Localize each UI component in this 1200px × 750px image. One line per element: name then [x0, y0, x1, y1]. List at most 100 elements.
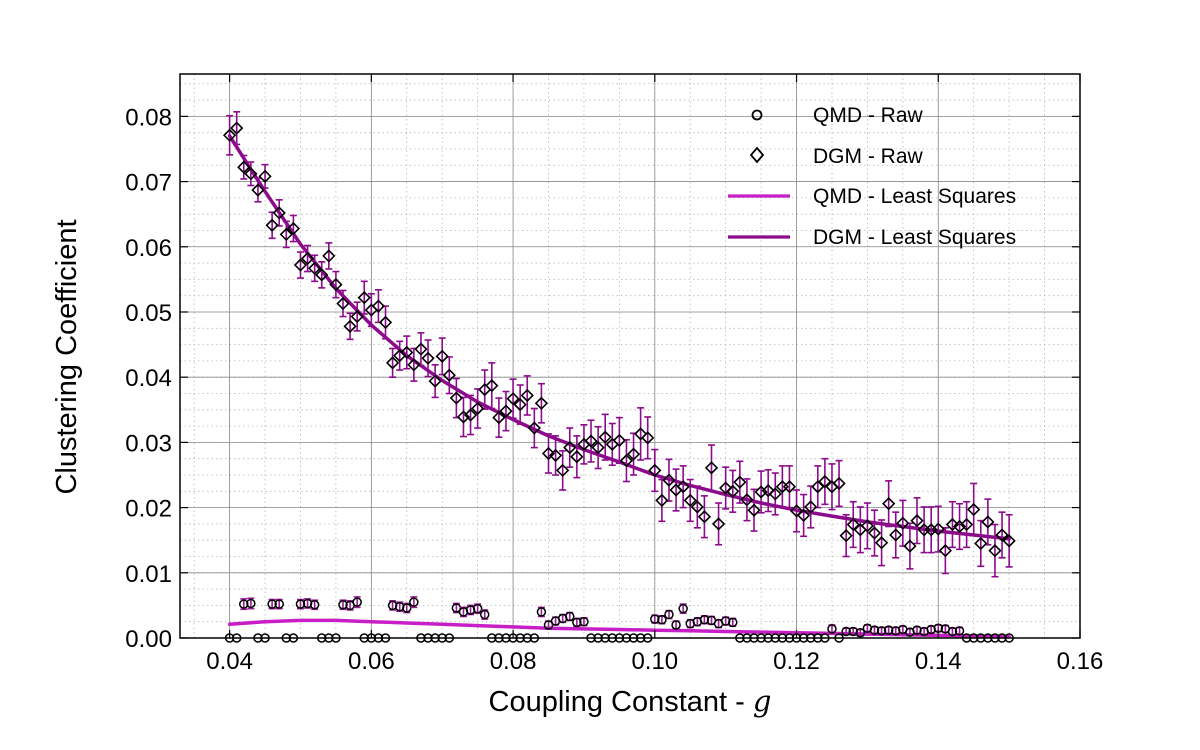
dgm-raw-point: [456, 410, 471, 424]
axes-ticks: 0.04 0.06 0.08 0.10 0.12 0.14 0.16 0.00 0.01 0.02…: [125, 74, 1103, 675]
dgm-raw-point: [811, 480, 825, 494]
dgm-raw-point: [499, 404, 513, 418]
dgm-raw-point: [556, 463, 570, 478]
dgm-raw-point: [648, 463, 662, 478]
dgm-raw-point: [974, 536, 988, 551]
dgm-raw-point: [442, 368, 456, 382]
qmd-raw-point: [954, 626, 965, 636]
qmd-raw-point: [883, 625, 894, 635]
dgm-raw-point: [754, 485, 768, 499]
dgm-raw-point: [655, 493, 669, 508]
qmd-raw-point: [678, 603, 688, 614]
qmd-raw-point: [309, 599, 320, 610]
y-tick-label: 0.02: [125, 496, 172, 523]
dgm-raw-point: [308, 261, 322, 275]
dgm-raw-point: [527, 421, 541, 435]
legend: QMD - Raw DGM - Raw QMD - Least Squares …: [728, 104, 1016, 249]
y-tick-label: 0.07: [125, 170, 172, 197]
dgm-raw-point: [697, 510, 712, 524]
dgm-raw-point: [293, 258, 308, 272]
dgm-raw-point: [350, 309, 364, 324]
dgm-raw-point: [272, 206, 286, 220]
qmd-raw-point: [876, 626, 887, 636]
dgm-raw-point: [889, 528, 903, 542]
dgm-raw-point: [286, 221, 301, 236]
dgm-raw-point: [471, 401, 485, 416]
y-tick-label: 0.08: [125, 104, 172, 131]
dgm-raw-point: [222, 128, 237, 142]
dgm-raw-point: [789, 504, 804, 518]
dgm-raw-point: [230, 121, 244, 135]
x-axis-label: Coupling Constant - g: [489, 684, 772, 718]
dgm-raw-point: [768, 487, 782, 501]
qmd-raw-point: [855, 628, 866, 638]
qmd-raw-point: [536, 607, 547, 617]
dgm-raw-point: [981, 515, 995, 529]
dgm-raw-point: [662, 473, 676, 487]
dgm-raw-point: [329, 277, 343, 292]
qmd-raw-point: [239, 599, 249, 609]
qmd-raw-point: [728, 617, 738, 628]
qmd-raw-point: [657, 614, 667, 625]
dgm-raw-point: [251, 183, 265, 197]
legend-dgm-fit-label: DGM - Least Squares: [813, 226, 1016, 249]
dgm-raw-point: [435, 349, 449, 363]
dgm-raw-point: [952, 519, 967, 534]
y-tick-label: 0.00: [125, 626, 172, 653]
qmd-raw-point: [841, 626, 851, 637]
dgm-raw-point: [563, 440, 577, 455]
dgm-raw-point: [619, 454, 634, 468]
dgm-raw-point: [690, 500, 704, 514]
qmd-raw-point: [869, 625, 880, 635]
x-tick-label: 0.06: [348, 648, 395, 675]
dgm-raw-point: [704, 461, 719, 475]
qmd-raw-point: [472, 603, 483, 614]
qmd-raw-point: [479, 609, 490, 620]
qmd-raw-point: [274, 599, 284, 609]
dgm-raw-point: [570, 450, 584, 464]
dgm-raw-point: [967, 502, 981, 517]
x-tick-label: 0.16: [1057, 648, 1104, 675]
dgm-raw-point: [357, 291, 371, 305]
y-tick-label: 0.05: [125, 300, 172, 327]
x-tick-label: 0.08: [490, 648, 537, 675]
qmd-raw-point: [699, 614, 710, 625]
dgm-raw-point: [860, 519, 875, 533]
dgm-raw-point: [747, 503, 761, 517]
dgm-raw-point: [449, 391, 464, 405]
qmd-raw-point: [947, 626, 958, 637]
dgm-raw-point: [676, 480, 690, 494]
y-tick-label: 0.03: [125, 430, 172, 457]
dgm-raw-point: [782, 480, 797, 494]
dgm-raw-point: [258, 169, 272, 183]
dgm-raw-point: [818, 474, 832, 489]
y-axis-label: Clustering Coefficient: [51, 219, 83, 494]
dgm-raw-point: [336, 296, 350, 311]
dgm-raw-point: [612, 433, 627, 448]
dgm-raw-point: [804, 500, 818, 514]
qmd-raw-point: [267, 599, 277, 609]
y-tick-label: 0.06: [125, 235, 172, 262]
qmd-raw-point: [338, 599, 348, 610]
dgm-raw-point: [874, 536, 889, 550]
dgm-raw-point: [626, 447, 641, 461]
dgm-raw-point: [315, 268, 329, 282]
qmd-raw-point: [664, 609, 674, 620]
dgm-raw-point: [867, 526, 882, 540]
qmd-raw-point: [352, 597, 362, 607]
dgm-raw-point: [633, 427, 648, 441]
dgm-raw-point: [846, 517, 860, 532]
dgm-raw-point: [506, 392, 520, 406]
dgm-raw-point: [400, 345, 414, 360]
dgm-raw-point: [279, 227, 293, 242]
dgm-raw-point: [591, 440, 605, 455]
dgm-raw-point: [938, 543, 952, 558]
legend-dgm-raw-marker: [749, 146, 765, 164]
dgm-raw-point: [988, 543, 1002, 558]
dgm-raw-point: [548, 448, 563, 463]
x-axis-label-variable: g: [753, 684, 772, 718]
dgm-raw-point: [733, 475, 747, 489]
dgm-raw-point: [740, 493, 754, 507]
dgm-raw-point: [641, 431, 655, 445]
plot-frame: [179, 73, 1081, 639]
